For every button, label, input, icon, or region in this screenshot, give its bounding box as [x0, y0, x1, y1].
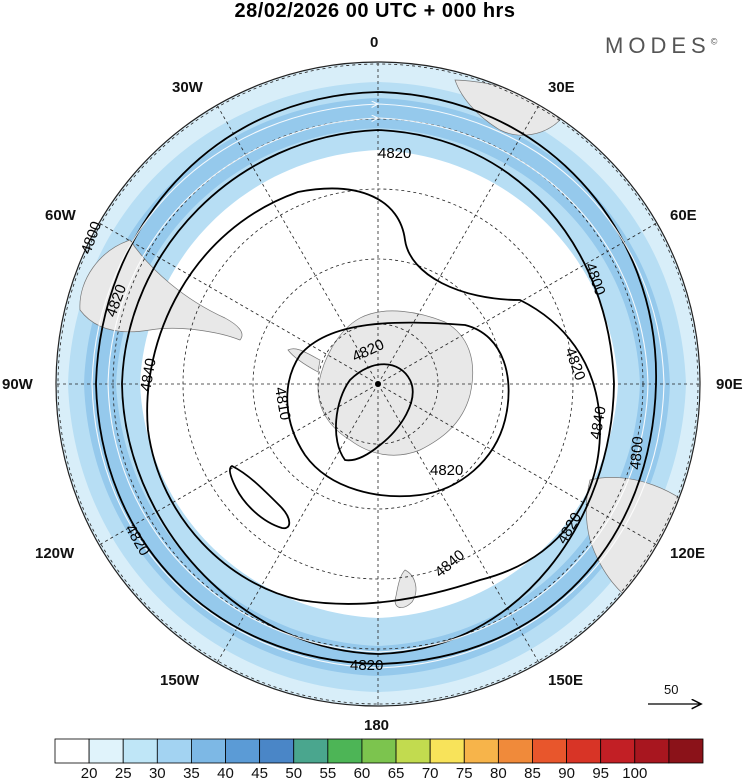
meridian-label-0: 0: [370, 34, 379, 51]
contour-4820-inner: [286, 321, 510, 498]
contour-label: 4820: [378, 145, 411, 162]
colorbar: [54, 738, 704, 764]
colorbar-swatch: [566, 738, 602, 764]
colorbar-tick-label: 85: [524, 765, 541, 782]
colorbar-tick-label: 95: [592, 765, 610, 782]
antarctic-peninsula: [287, 348, 321, 373]
colorbar-tick-label: 40: [217, 765, 234, 782]
colorbar-swatch: [191, 738, 226, 764]
brand-text: MODES: [605, 33, 711, 58]
meridian-label-90w: 90W: [2, 376, 33, 393]
meridian-label-60e: 60E: [670, 207, 697, 224]
contour-4840-small: [229, 464, 291, 530]
contour-label: 4820: [350, 657, 383, 674]
meridian-label-90e: 90E: [716, 376, 743, 393]
colorbar-tick-label: 25: [114, 765, 132, 782]
wind-streamlines: [91, 104, 665, 669]
colorbar-swatch: [463, 738, 499, 764]
colorbar-tick-label: 75: [455, 765, 473, 782]
colorbar-tick-label: 100: [622, 765, 648, 782]
streamline-1: [91, 104, 665, 669]
map-title: 28/02/2026 00 UTC + 000 hrs: [234, 0, 516, 22]
colorbar-swatch: [361, 738, 397, 764]
colorbar-tick-label: 70: [421, 765, 439, 782]
colorbar-swatch: [259, 738, 295, 764]
colorbar-swatch: [225, 738, 261, 764]
south-pole-dot: [375, 381, 381, 387]
meridian-label-150w: 150W: [160, 672, 200, 689]
colorbar-tick-label: 65: [387, 765, 405, 782]
meridian-label-120w: 120W: [35, 545, 75, 562]
colorbar-swatch: [54, 738, 90, 764]
meridian-label-60w: 60W: [45, 207, 76, 224]
colorbar-swatch: [668, 738, 704, 764]
south-america: [79, 239, 243, 341]
colorbar-swatch: [600, 738, 636, 764]
colorbar-swatch: [532, 738, 567, 764]
colorbar-swatch: [327, 738, 363, 764]
contour-label: 4840: [137, 357, 160, 393]
colorbar-swatch: [122, 738, 158, 764]
contour-label: 4800: [627, 436, 647, 471]
colorbar-tick-label: 60: [353, 765, 371, 782]
wind-reference-label: 50: [664, 682, 679, 697]
colorbar-tick-label: 90: [558, 765, 575, 782]
colorbar-tick-label: 80: [490, 765, 507, 782]
colorbar-tick-label: 45: [251, 765, 268, 782]
colorbar-tick-label: 35: [183, 765, 200, 782]
meridian-label-30w: 30W: [172, 79, 203, 96]
colorbar-swatch: [634, 738, 670, 764]
contour-4820-outer: [121, 129, 615, 655]
colorbar-swatch: [88, 738, 124, 764]
meridian-label-30e: 30E: [548, 79, 575, 96]
streamline-2: [107, 118, 649, 653]
contour-4800-outer: [95, 91, 657, 665]
contour-label: 4810: [271, 386, 294, 422]
contour-4840: [146, 187, 601, 605]
contour-4810: [335, 363, 414, 462]
colorbar-tick-label: 30: [148, 765, 166, 782]
meridian-label-150e: 150E: [548, 672, 584, 689]
height-contours: [95, 91, 657, 665]
colorbar-tick-label: 55: [319, 765, 337, 782]
contour-label: 4840: [587, 405, 610, 441]
colorbar-tick-label: 20: [80, 765, 98, 782]
colorbar-swatch: [395, 738, 431, 764]
meridian-label-120e: 120E: [670, 545, 706, 562]
map-border: [55, 61, 701, 707]
colorbar-swatch: [429, 738, 465, 764]
modes-logo: MODES©: [605, 33, 717, 59]
colorbar-swatch: [293, 738, 329, 764]
contour-label: 4820: [430, 462, 463, 479]
meridian-label-180: 180: [364, 717, 390, 734]
colorbar-tick-label: 50: [285, 765, 303, 782]
colorbar-swatch: [156, 738, 192, 764]
copyright-mark: ©: [710, 36, 718, 47]
colorbar-swatch: [497, 738, 533, 764]
polar-map: 4820 4800 4820 4840 4820 4810 4800 4820 …: [55, 61, 750, 735]
